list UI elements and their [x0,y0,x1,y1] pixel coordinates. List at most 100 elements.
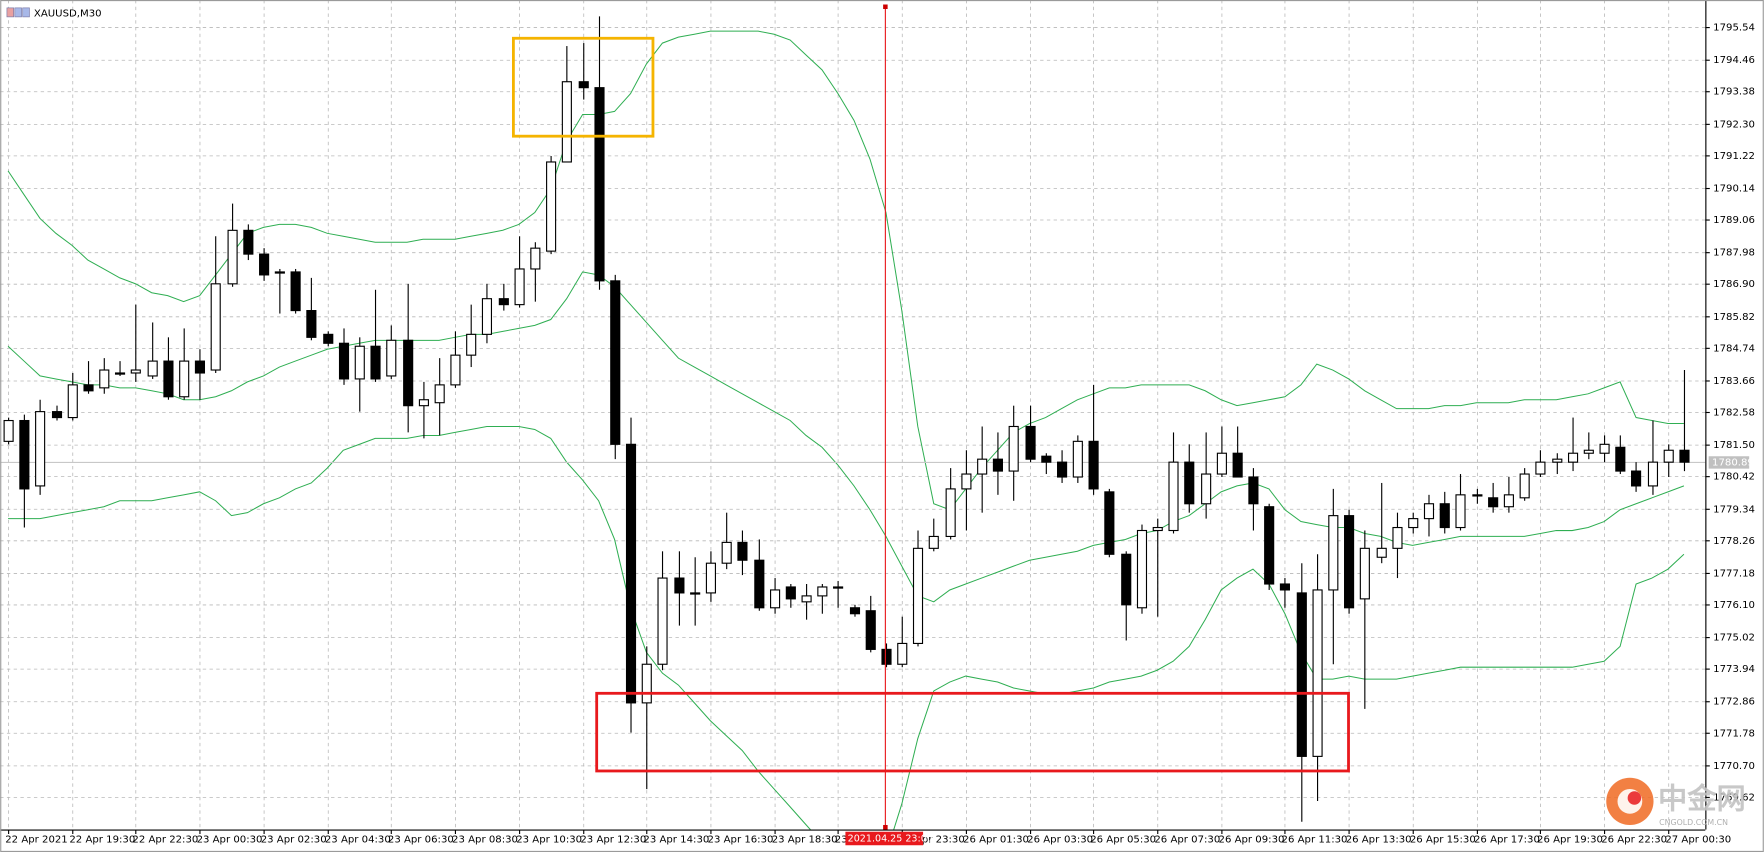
highlight-box-bottom [595,691,1350,773]
symbol-icon [14,7,22,18]
candle-body-up [546,161,557,252]
candle-body-down [1344,515,1355,609]
x-tick-label: 26 Apr 15:30 [1410,835,1476,846]
candle-body-up [912,547,924,645]
candle-body-down [243,229,254,255]
candle-body-down [754,559,765,609]
candle-body-down [1279,583,1290,591]
candle-body-down [849,607,861,615]
x-tick-label: 23 Apr 14:30 [643,835,709,846]
candle-body-down [865,610,876,650]
candle-body-down [1248,476,1259,505]
y-tick-label: 1769.62 [1713,792,1755,803]
candle-body-up [466,333,477,356]
candle-body-down [1679,449,1690,463]
y-tick-label: 1791.22 [1713,151,1755,162]
x-tick-label: 23 Apr 06:30 [388,835,454,846]
symbol-icon [22,7,30,18]
candle-body-down [370,345,381,380]
candle-body-up [530,247,541,270]
candle-body-down [290,271,301,312]
candle-body-down [403,339,414,407]
candle-body-up [1376,547,1387,558]
candle-body-up [1168,461,1179,532]
candle-body-up [354,345,365,380]
candle-body-up [770,589,781,609]
highlight-box-top [511,36,655,138]
candle-body-up [130,369,141,374]
y-tick-label: 1776.10 [1713,600,1755,611]
x-tick-label: 26 Apr 11:30 [1282,835,1348,846]
y-tick-label: 1795.54 [1713,23,1755,34]
candle-body-up [1552,458,1563,463]
chart-title: XAUUSD,M30 [34,9,102,20]
candle-body-up [1535,461,1546,475]
last-price-label: 1780.89 [1712,457,1754,468]
candle-body-up [1583,449,1594,454]
y-tick-label: 1794.46 [1713,55,1755,66]
candle-body-up [210,283,221,371]
candle-body-down [1057,461,1068,478]
candle-body-up [1392,526,1403,549]
y-tick-label: 1792.30 [1713,119,1755,130]
candle-body-down [1184,461,1195,505]
candle-body-up [1152,526,1163,532]
candle-body-up [1136,529,1148,609]
candle-body-up [1455,494,1466,529]
candle-body-up [1008,425,1019,472]
candle-body-up [434,384,445,404]
candle-body-down [594,87,605,282]
y-tick-label: 1775.02 [1713,633,1755,644]
y-tick-label: 1770.70 [1713,761,1755,772]
crosshair-tag [845,831,924,846]
candle-body-up [817,586,828,597]
plot-area [0,16,1706,830]
candle-body-down [1104,491,1115,555]
symbol-icon [6,7,15,18]
y-tick-label: 1778.26 [1713,536,1755,547]
candle-body-up [1328,515,1339,591]
y-tick-label: 1786.90 [1713,279,1755,290]
x-tick-label: 23 Apr 10:30 [516,835,582,846]
candle-body-up [1408,518,1419,529]
candle-body-down [881,648,892,665]
y-tick-label: 1771.78 [1713,728,1755,739]
candle-body-up [801,595,812,603]
candle-body-up [1472,494,1483,497]
candle-body-down [1296,592,1307,757]
candle-body-up [641,663,652,704]
band-upper [7,30,1684,511]
candle-body-down [1041,455,1052,463]
x-tick-label: 23 Apr 18:30 [772,835,838,846]
band-middle [7,271,1685,603]
candle-body-down [1439,503,1450,529]
candle-body-up [833,586,844,589]
x-tick-label: 26 Apr 09:30 [1219,835,1285,846]
candle-body-down [323,333,334,344]
x-tick-label: 26 Apr 05:30 [1090,835,1156,846]
y-tick-label: 1787.98 [1713,248,1755,259]
candle-body-down [1025,425,1036,460]
candle-body-down [163,360,174,398]
x-tick-label: 23 Apr 12:30 [580,835,646,846]
candle-body-down [1615,446,1626,472]
candle-body-up [1216,452,1227,475]
candle-body-down [1488,497,1499,508]
candle-body-up [3,419,14,442]
candle-body-up [386,339,397,377]
grid [0,0,1706,830]
candle-body-up [418,399,429,407]
y-tick-label: 1773.94 [1713,664,1755,675]
candle-body-down [625,443,637,704]
band-lower [8,425,1685,830]
candle-body-up [227,229,238,285]
y-tick-label: 1780.42 [1713,472,1755,483]
candle-body-up [1599,443,1610,454]
candle-body-down [785,586,796,600]
candle-body-up [977,458,988,475]
